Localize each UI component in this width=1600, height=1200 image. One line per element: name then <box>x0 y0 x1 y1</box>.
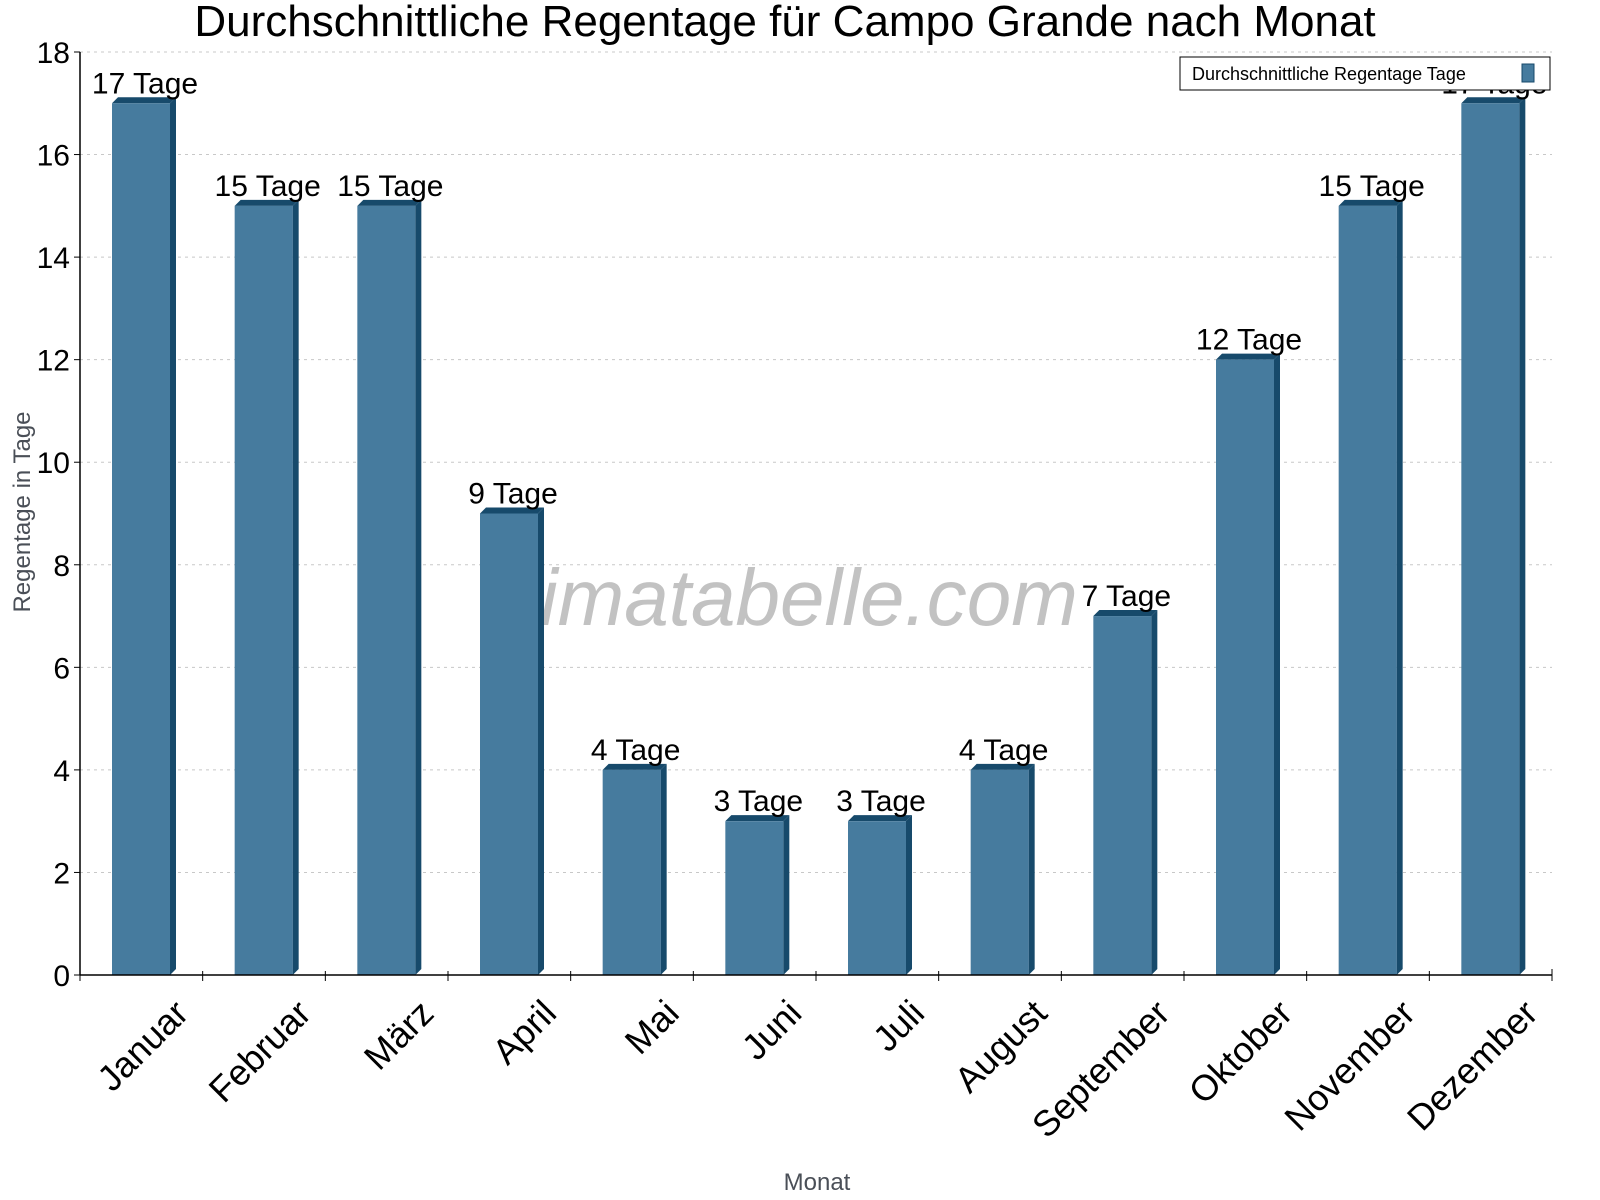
bar <box>970 763 1035 975</box>
bar-front-face <box>112 103 170 976</box>
gridlines <box>80 51 1552 873</box>
bar-side-face <box>1396 199 1403 976</box>
bar-value-label: 15 Tage <box>337 170 443 203</box>
y-tick-label: 14 <box>37 242 70 275</box>
bar-side-face <box>1274 353 1280 976</box>
x-category-label: April <box>484 992 564 1072</box>
bar-front-face <box>848 821 906 975</box>
y-tick-label: 4 <box>53 755 70 788</box>
bar-side-face <box>660 763 667 975</box>
legend: Durchschnittliche Regentage Tage <box>1179 56 1551 91</box>
bar-top-face <box>357 199 422 206</box>
bar-top-face <box>234 199 299 206</box>
bar-front-face <box>234 205 293 976</box>
y-tick-label: 18 <box>37 37 70 70</box>
bar <box>848 815 912 975</box>
bar-top-face <box>1093 610 1158 617</box>
bar-value-label: 15 Tage <box>1319 170 1425 203</box>
bar-side-face <box>1519 97 1526 976</box>
bar-top-face <box>1216 353 1280 360</box>
bar-side-face <box>415 199 422 976</box>
bar <box>112 97 176 976</box>
y-tick-label: 8 <box>53 550 70 583</box>
x-category-label: Juli <box>865 992 932 1059</box>
bar-value-labels: 17 Tage 15 Tage 15 Tage 9 Tage 4 Tage 3 Tage 3… <box>92 67 1548 818</box>
chart-title: Durchschnittliche Regentage für Campo Gr… <box>194 0 1375 46</box>
bar-value-label: 4 Tage <box>959 734 1049 767</box>
x-category-label: November <box>1276 992 1422 1138</box>
bar <box>1093 610 1158 975</box>
bar <box>1338 199 1403 976</box>
x-category-label: Juni <box>734 992 810 1068</box>
bar-front-face <box>1338 205 1397 976</box>
x-category-label: Oktober <box>1180 992 1300 1112</box>
bar-value-label: 7 Tage <box>1082 580 1172 613</box>
bar-top-face <box>1338 199 1403 206</box>
bar-value-label: 3 Tage <box>836 785 926 818</box>
bar-top-face <box>1461 97 1526 104</box>
watermark-text: klimatabelle.com <box>482 553 1078 642</box>
bar-top-face <box>112 97 176 104</box>
y-axis-tick-labels: 0 2 4 6 8 10 12 14 16 18 <box>37 37 70 993</box>
x-axis-category-labels: Januar Februar März April Mai Juni Juli AugustS… <box>89 992 1545 1146</box>
bar-side-face <box>783 815 790 975</box>
y-tick-label: 12 <box>37 345 70 378</box>
x-category-label: August <box>946 992 1054 1100</box>
watermark: klimatabelle.com <box>482 553 1078 642</box>
x-axis-title: Monat <box>784 1169 851 1196</box>
y-tick-label: 0 <box>53 960 70 993</box>
bar <box>1461 97 1526 976</box>
bar-front-face <box>480 513 538 975</box>
bar <box>1216 353 1280 976</box>
bar-side-face <box>1151 610 1158 975</box>
legend-box <box>1179 56 1551 91</box>
bar-top-face <box>602 763 667 770</box>
x-category-label: März <box>356 992 442 1078</box>
bar-front-face <box>970 769 1029 975</box>
bar-top-face <box>480 507 544 514</box>
bar-series <box>112 97 1526 976</box>
bar-value-label: 3 Tage <box>714 785 804 818</box>
bar <box>725 815 790 975</box>
bar-front-face <box>725 821 784 975</box>
bar-side-face <box>1028 763 1035 975</box>
y-tick-label: 6 <box>53 652 70 685</box>
bar-top-face <box>848 815 912 822</box>
bar-value-label: 12 Tage <box>1196 324 1302 357</box>
bar-side-face <box>170 97 176 976</box>
bar-value-label: 4 Tage <box>591 734 681 767</box>
legend-label: Durchschnittliche Regentage Tage <box>1192 64 1466 84</box>
bar-top-face <box>970 763 1035 770</box>
bar-front-face <box>1093 616 1152 975</box>
bar-side-face <box>538 507 544 975</box>
bar <box>234 199 299 976</box>
bar-value-label: 17 Tage <box>92 67 198 100</box>
y-tick-label: 2 <box>53 857 70 890</box>
axes <box>74 51 1553 981</box>
bar-value-label: 15 Tage <box>215 170 321 203</box>
legend-swatch-icon <box>1521 63 1535 83</box>
bar-side-face <box>906 815 912 975</box>
bar-front-face <box>602 769 661 975</box>
bar <box>357 199 422 976</box>
bar-front-face <box>1461 103 1520 976</box>
bar-front-face <box>1216 359 1274 976</box>
bar-side-face <box>292 199 299 976</box>
bar-front-face <box>357 205 416 976</box>
x-category-label: Dezember <box>1399 992 1545 1138</box>
x-category-label: Januar <box>89 992 196 1099</box>
bar-top-face <box>725 815 790 822</box>
y-axis-title: Regentage in Tage <box>9 411 36 612</box>
y-tick-label: 10 <box>37 447 70 480</box>
x-category-label: Februar <box>201 992 319 1110</box>
x-category-label: Mai <box>617 992 687 1062</box>
y-tick-label: 16 <box>37 140 70 173</box>
bar <box>480 507 544 975</box>
bar-value-label: 9 Tage <box>468 478 558 511</box>
bar <box>602 763 667 975</box>
